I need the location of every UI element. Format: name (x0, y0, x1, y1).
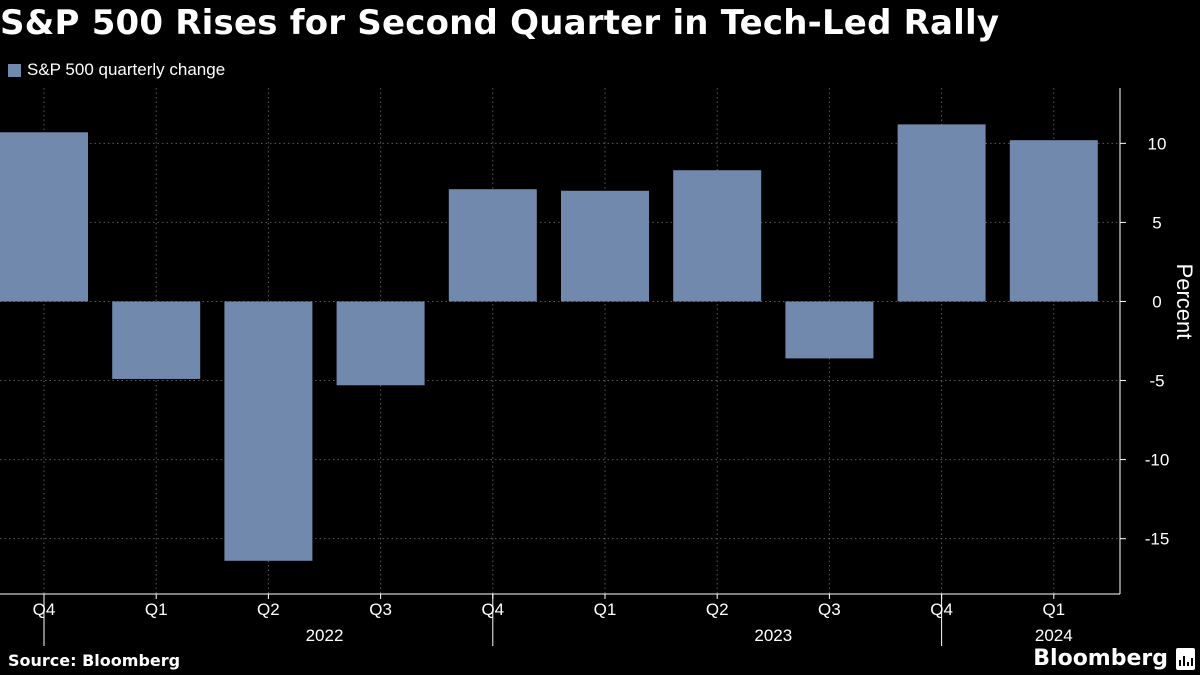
x-tick-label: Q1 (1042, 600, 1065, 619)
x-tick-label: Q3 (818, 600, 841, 619)
y-tick-label: 10 (1148, 134, 1167, 153)
legend-swatch (8, 63, 21, 77)
bar-1 (112, 301, 201, 379)
x-tick-label: Q1 (594, 600, 617, 619)
bloomberg-chart-icon (1176, 648, 1195, 670)
y-tick-label: -10 (1145, 451, 1170, 470)
year-label: 2022 (306, 626, 344, 645)
y-tick-label: -15 (1145, 530, 1170, 549)
legend: S&P 500 quarterly change (8, 59, 225, 81)
bar-0 (0, 132, 88, 302)
y-tick-label: 0 (1152, 292, 1161, 311)
y-tick-label: -5 (1149, 372, 1164, 391)
y-tick-label: 5 (1152, 213, 1161, 232)
bar-6 (673, 170, 762, 302)
bar-4 (448, 189, 537, 302)
year-label: 2023 (754, 626, 792, 645)
bar-7 (785, 301, 874, 359)
bloomberg-logo: Bloomberg (1033, 646, 1168, 671)
bar-9 (1009, 140, 1098, 302)
x-tick-label: Q2 (257, 600, 280, 619)
bar-5 (561, 190, 649, 302)
x-tick-label: Q3 (369, 600, 392, 619)
bar-2 (224, 301, 313, 561)
legend-label: S&P 500 quarterly change (27, 60, 226, 79)
year-label: 2024 (1035, 626, 1073, 645)
chart-title: S&P 500 Rises for Second Quarter in Tech… (0, 3, 1000, 43)
y-axis-title: Percent (1172, 264, 1197, 340)
bar-3 (336, 301, 425, 386)
x-tick-label: Q1 (145, 600, 168, 619)
source-note: Source: Bloomberg (8, 651, 181, 670)
bar-8 (897, 124, 986, 302)
x-tick-label: Q2 (706, 600, 729, 619)
bars-layer (0, 124, 1098, 561)
